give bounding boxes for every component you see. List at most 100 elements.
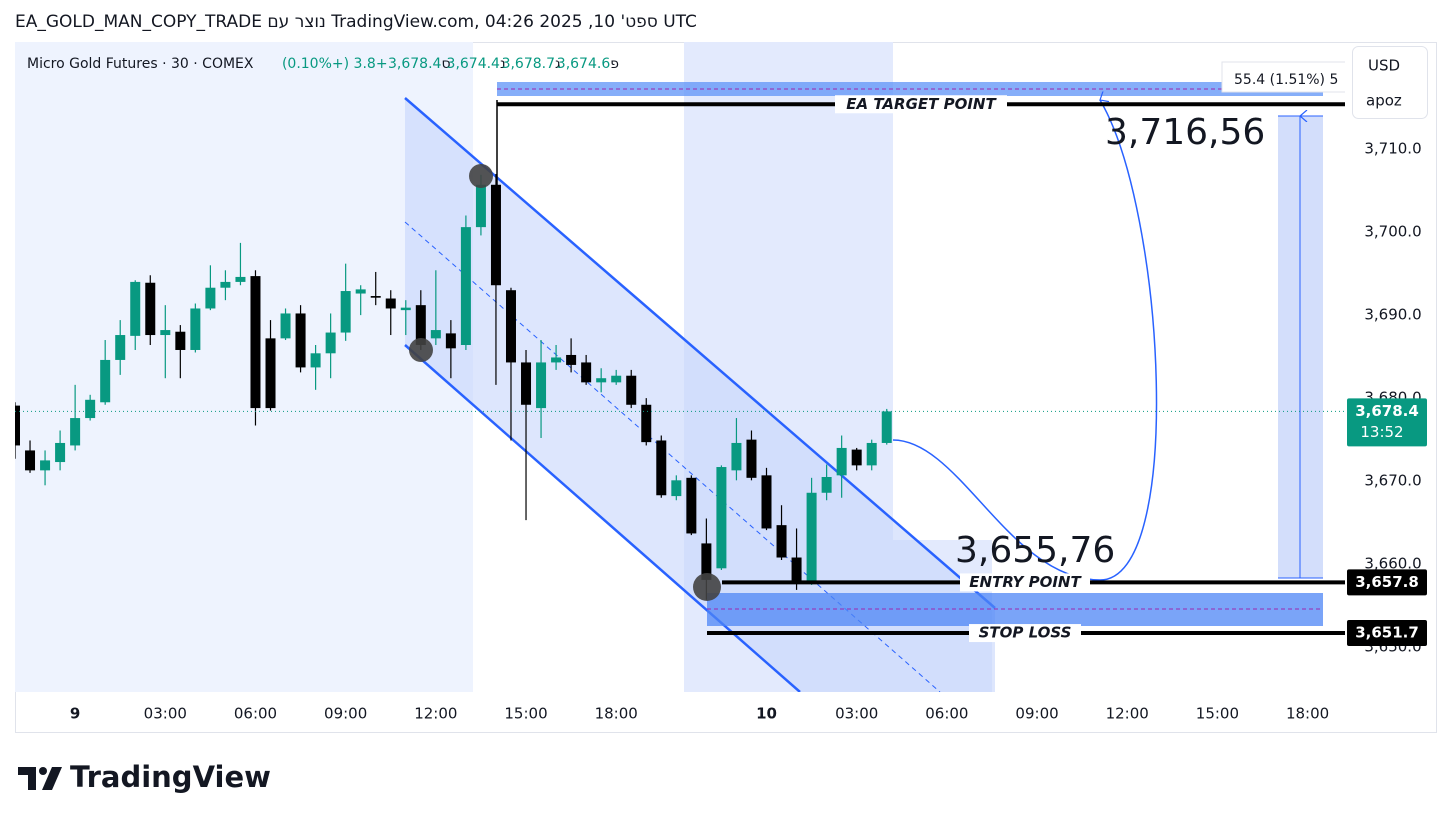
- candle-body: [566, 354, 577, 365]
- candle-body: [626, 375, 637, 405]
- candle-body: [280, 313, 291, 339]
- price-badge-label: 3,657.8: [1355, 573, 1419, 591]
- candle-body: [806, 492, 817, 583]
- currency: USD: [1368, 57, 1400, 75]
- candle-body: [746, 439, 757, 478]
- price-badge: [1347, 398, 1427, 447]
- pivot-marker: [693, 573, 721, 601]
- target-label-bg: [835, 95, 1007, 114]
- price-badge-label: 3,651.7: [1355, 624, 1419, 642]
- candle-body: [175, 331, 186, 350]
- currency-box[interactable]: [1352, 46, 1428, 119]
- legend-value: 3,678.4: [388, 56, 442, 72]
- x-tick-label: 03:00: [144, 705, 187, 723]
- candle-body: [190, 308, 201, 350]
- candle-body: [100, 359, 111, 403]
- candle-body: [521, 362, 532, 405]
- forecast-curve: [892, 100, 1158, 581]
- x-tick-label: 15:00: [504, 705, 547, 723]
- legend-value: 3,674.4: [447, 56, 501, 72]
- price-badge: [1347, 569, 1427, 596]
- x-tick-label: 18:00: [595, 705, 638, 723]
- x-tick-label: 06:00: [925, 705, 968, 723]
- legend-value: 3,674.6: [557, 56, 611, 72]
- candle-body: [596, 378, 607, 383]
- axes: 3,650.03,660.03,670.03,680.03,690.03,700…: [70, 140, 1427, 723]
- candle-body: [25, 450, 36, 471]
- y-tick-label: 3,660.0: [1364, 555, 1421, 573]
- candle-body: [205, 287, 216, 309]
- ohlc-legend: פ3,674.6ג3,678.7נ3,674.4ס3,678.4: [388, 56, 619, 72]
- chart-legend: Micro Gold Futures · 30 · COMEX פ3,674.6…: [27, 56, 619, 72]
- x-tick-label: 15:00: [1196, 705, 1239, 723]
- candle-body: [265, 338, 276, 409]
- candle-body: [340, 291, 351, 333]
- x-tick-label: 06:00: [234, 705, 277, 723]
- legend-key: ס: [441, 56, 450, 72]
- symbol: Micro Gold Futures · 30 · COMEX: [27, 56, 254, 72]
- candle-body: [731, 442, 742, 471]
- candle-body: [686, 477, 697, 534]
- y-tick-label: 3,710.0: [1364, 140, 1421, 158]
- price-badge: [1347, 620, 1427, 647]
- brand-logo: [18, 767, 62, 790]
- candle-body: [551, 357, 562, 363]
- candle-body: [430, 330, 441, 339]
- candle-body: [671, 480, 682, 497]
- legend-key: נ: [500, 56, 506, 72]
- candle-body: [385, 298, 396, 309]
- candle-body: [851, 449, 862, 466]
- x-tick-label: 03:00: [835, 705, 878, 723]
- candle-body: [611, 375, 622, 383]
- stop-label: STOP LOSS: [979, 624, 1072, 642]
- candle-body: [130, 281, 141, 336]
- candle-body: [250, 276, 261, 409]
- candle-body: [415, 305, 426, 346]
- session-bg: [15, 42, 473, 692]
- candle-body: [656, 440, 667, 496]
- candle-body: [581, 362, 592, 383]
- scale-user: apoz: [1366, 92, 1402, 110]
- x-tick-label: 10: [756, 705, 777, 723]
- candle-body: [220, 281, 231, 288]
- x-tick-label: 12:00: [414, 705, 457, 723]
- candle-body: [295, 313, 306, 368]
- candle-body: [536, 362, 547, 409]
- candle-body: [310, 353, 321, 368]
- candle-body: [475, 184, 486, 228]
- pivot-marker: [469, 164, 493, 188]
- legend-value: 3,678.7: [502, 56, 555, 72]
- x-tick-label: 9: [70, 705, 80, 723]
- y-tick-label: 3,690.0: [1364, 306, 1421, 324]
- brand: TradingView: [70, 760, 271, 794]
- y-tick-label: 3,700.0: [1364, 223, 1421, 241]
- x-tick-label: 09:00: [1015, 705, 1058, 723]
- entry-price-text: 3,655,76: [955, 530, 1115, 571]
- levels: EA TARGET POINT ENTRY POINT STOP LOSS: [15, 95, 1345, 643]
- plot-area: EA TARGET POINT ENTRY POINT STOP LOSS 55.4…: [15, 42, 1345, 692]
- target-label: EA TARGET POINT: [846, 95, 997, 113]
- candle-body: [641, 404, 652, 443]
- target-price-text: 3,716,56: [1105, 112, 1265, 153]
- candle-body: [145, 282, 156, 336]
- candle-body: [115, 335, 126, 360]
- candle-body: [235, 276, 246, 282]
- channel-fill: [405, 98, 995, 692]
- channel-upper: [404, 97, 996, 609]
- y-tick-label: 3,670.0: [1364, 472, 1421, 490]
- candle-body: [701, 543, 712, 580]
- candle-body: [836, 447, 847, 476]
- candle-body: [15, 405, 20, 446]
- legend-key: ג: [555, 56, 561, 72]
- stop-label-bg: [969, 624, 1081, 643]
- candle-body: [355, 289, 366, 294]
- candle-body: [325, 332, 336, 354]
- candle-body: [866, 442, 877, 466]
- candle-body: [160, 330, 171, 336]
- pivot-marker: [409, 338, 433, 362]
- measure-label: 55.4 (1.51%) 5: [1234, 72, 1338, 88]
- candle-body: [40, 460, 51, 471]
- candle-body: [505, 290, 516, 363]
- entry-label: ENTRY POINT: [969, 573, 1082, 591]
